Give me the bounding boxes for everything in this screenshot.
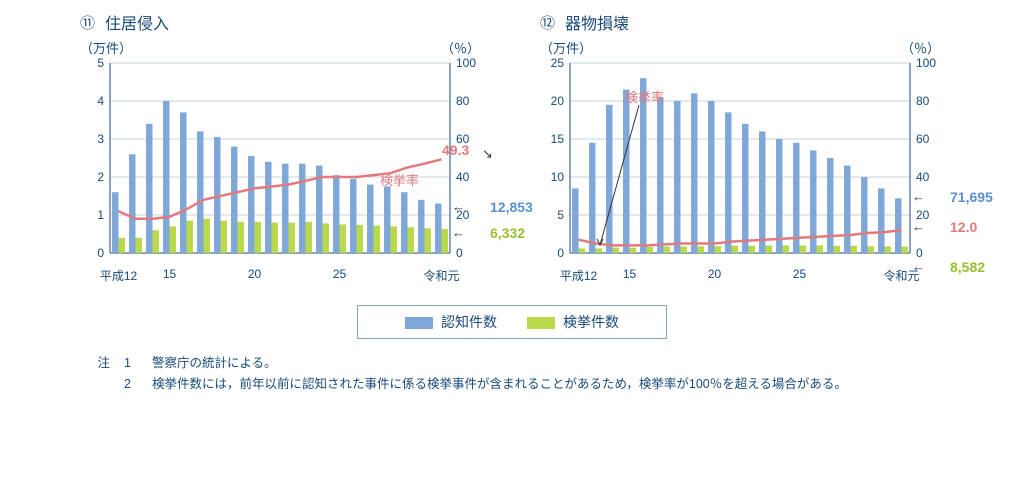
callout-rate: 12.0 bbox=[950, 219, 977, 235]
svg-text:80: 80 bbox=[456, 94, 470, 108]
svg-text:2: 2 bbox=[97, 170, 104, 184]
chart-right: ⑫ 器物損壊 （万件） （％） 0510152025020406080100検挙… bbox=[540, 10, 940, 287]
svg-text:10: 10 bbox=[551, 170, 565, 184]
svg-text:15: 15 bbox=[551, 132, 565, 146]
svg-text:40: 40 bbox=[456, 170, 470, 184]
chart-left-x-axis: 平成12152025令和元 bbox=[80, 267, 480, 287]
svg-text:0: 0 bbox=[916, 246, 923, 260]
rate-label: 検挙率 bbox=[380, 170, 419, 189]
chart-left-y1-label: （万件） bbox=[80, 38, 132, 57]
svg-text:0: 0 bbox=[97, 246, 104, 260]
svg-text:0: 0 bbox=[456, 246, 463, 260]
svg-text:80: 80 bbox=[916, 94, 930, 108]
chart-left-number: ⑪ bbox=[80, 12, 95, 33]
rate-label: 検挙率 bbox=[625, 87, 664, 106]
svg-text:3: 3 bbox=[97, 132, 104, 146]
chart-right-y1-label: （万件） bbox=[540, 38, 592, 57]
chart-left-plot: 012345020406080100検挙率49.3↘12,853←6,332← bbox=[80, 57, 480, 267]
svg-text:20: 20 bbox=[551, 94, 565, 108]
svg-text:100: 100 bbox=[916, 57, 936, 70]
chart-left-y2-label: （％） bbox=[441, 38, 480, 57]
chart-left-title: 住居侵入 bbox=[105, 10, 169, 34]
footnote-2: 検挙件数には，前年以前に認知された事件に係る検挙事件が含まれることがあるため，検… bbox=[152, 374, 847, 395]
callout-arrested: 6,332 bbox=[490, 225, 525, 241]
chart-right-y2-label: （％） bbox=[901, 38, 940, 57]
chart-right-x-axis: 平成12152025令和元 bbox=[540, 267, 940, 287]
chart-right-title: 器物損壊 bbox=[565, 10, 629, 34]
chart-left: ⑪ 住居侵入 （万件） （％） 012345020406080100検挙率49.… bbox=[80, 10, 480, 287]
callout-rate: 49.3 bbox=[442, 142, 469, 158]
footnotes: 注 1 警察庁の統計による。 2 検挙件数には，前年以前に認知された事件に係る検… bbox=[0, 339, 1024, 396]
legend: 認知件数 検挙件数 bbox=[357, 305, 667, 339]
svg-text:1: 1 bbox=[97, 208, 104, 222]
callout-arrested: 8,582 bbox=[950, 259, 985, 275]
svg-text:4: 4 bbox=[97, 94, 104, 108]
callout-recognized: 71,695 bbox=[950, 189, 993, 205]
svg-text:0: 0 bbox=[557, 246, 564, 260]
svg-text:100: 100 bbox=[456, 57, 476, 70]
svg-text:60: 60 bbox=[916, 132, 930, 146]
svg-text:5: 5 bbox=[97, 57, 104, 70]
svg-text:25: 25 bbox=[551, 57, 565, 70]
legend-arrested: 検挙件数 bbox=[527, 312, 619, 332]
chart-right-number: ⑫ bbox=[540, 12, 555, 33]
svg-text:5: 5 bbox=[557, 208, 564, 222]
legend-recognized: 認知件数 bbox=[405, 312, 497, 332]
callout-recognized: 12,853 bbox=[490, 199, 533, 215]
chart-right-plot: 0510152025020406080100検挙率71,695←12.0←8,5… bbox=[540, 57, 940, 267]
footnote-1: 警察庁の統計による。 bbox=[152, 353, 277, 374]
svg-text:40: 40 bbox=[916, 170, 930, 184]
